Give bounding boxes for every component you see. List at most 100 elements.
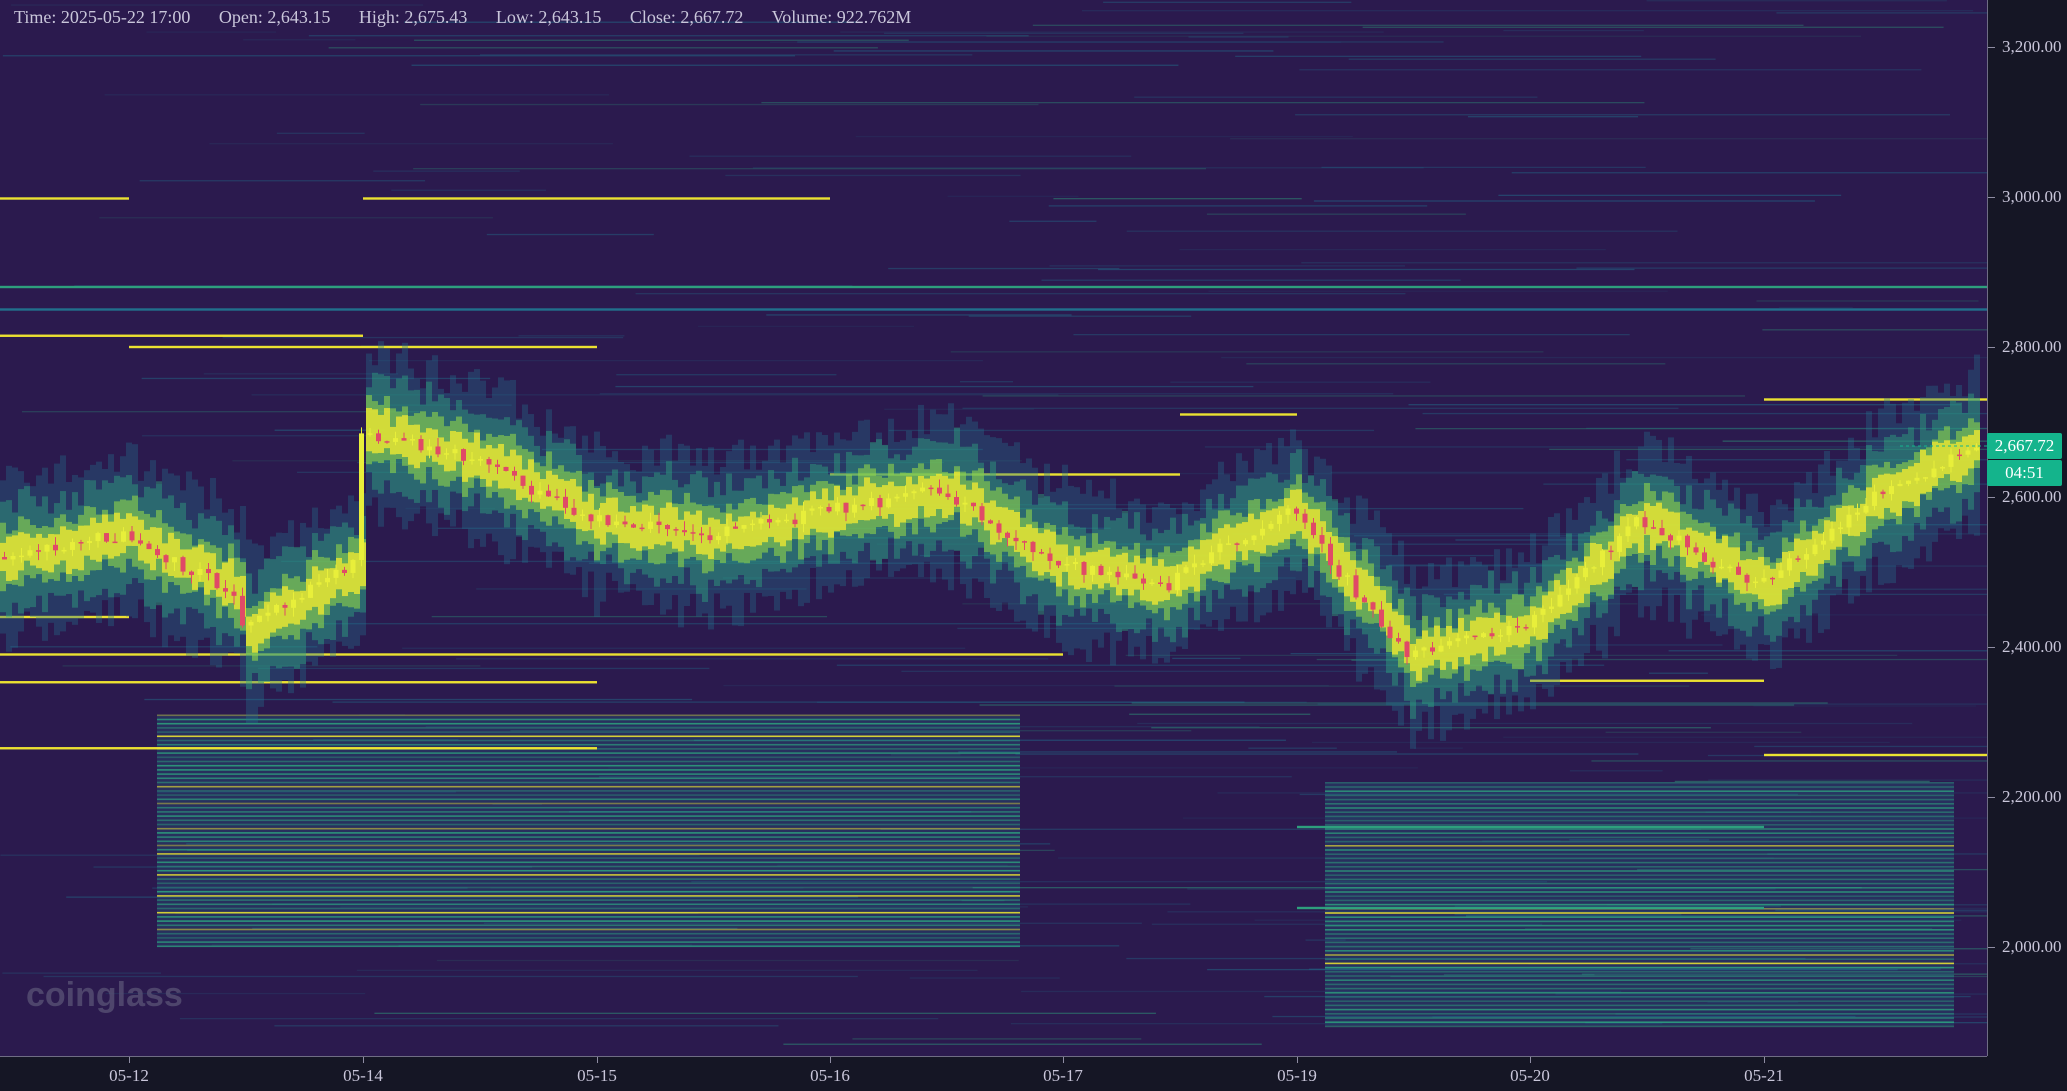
- price-tick-mark: [1988, 797, 1995, 798]
- liquidation-block-stripe: [1325, 887, 1954, 889]
- liquidity-line: [274, 429, 385, 431]
- liquidity-line: [1151, 923, 1543, 925]
- price-axis[interactable]: 2,000.00 2,200.00 2,400.00 2,600.00 2,800.00…: [1987, 0, 2067, 1056]
- candle-body: [1090, 565, 1095, 575]
- candle-body: [835, 502, 840, 512]
- candle-body: [1863, 505, 1869, 513]
- candle-body: [1107, 571, 1112, 575]
- time-axis[interactable]: 05-12 05-14 05-15 05-16 05-17 05-19 05-20 05-21: [0, 1056, 1987, 1091]
- liquidity-line: [1041, 279, 1461, 281]
- candle-body: [1030, 541, 1036, 553]
- candle-body: [1566, 588, 1571, 595]
- candle-body: [1251, 535, 1257, 541]
- heat-column: [624, 512, 630, 544]
- candle-body: [206, 568, 211, 574]
- liquidation-level: [0, 285, 1987, 289]
- liquidity-line: [483, 922, 1142, 924]
- candle-body: [2, 557, 7, 560]
- liquidity-line: [211, 944, 693, 946]
- liquidation-block-stripe: [1325, 845, 1954, 847]
- candle-body: [775, 520, 781, 523]
- liquidity-line: [1362, 26, 1944, 28]
- candle-body: [36, 550, 41, 552]
- heat-column: [702, 524, 708, 555]
- liquidity-line: [1204, 446, 1942, 448]
- heat-column: [318, 570, 324, 615]
- liquidity-line: [1230, 138, 1987, 140]
- liquidity-line: [0, 854, 700, 856]
- heat-column: [534, 472, 540, 503]
- liquidation-block-stripe: [1325, 866, 1954, 868]
- heat-column: [1452, 632, 1458, 670]
- candle-body: [1804, 554, 1809, 560]
- candle-body: [588, 514, 594, 522]
- heat-column: [24, 533, 30, 561]
- liquidity-line: [1264, 995, 1971, 998]
- liquidation-block-stripe: [157, 827, 1020, 830]
- candle-body: [1736, 566, 1741, 575]
- heat-column: [438, 437, 444, 465]
- liquidity-line: [105, 992, 366, 995]
- heat-column: [1824, 520, 1830, 561]
- liquidation-block-stripe: [1325, 954, 1954, 956]
- heat-column: [1866, 487, 1872, 517]
- liquidation-block-stripe: [157, 945, 1020, 948]
- candle-body: [121, 531, 126, 542]
- candle-body: [1166, 583, 1172, 591]
- heat-column: [1698, 532, 1704, 562]
- liquidity-line: [1208, 290, 1668, 292]
- liquidity-line: [476, 588, 807, 590]
- liquidity-line: [490, 887, 804, 889]
- heat-column: [1362, 569, 1368, 603]
- liquidation-block-stripe: [157, 722, 1020, 725]
- liquidity-line: [510, 730, 1192, 732]
- liquidity-line: [1388, 564, 1596, 566]
- heat-column: [504, 456, 510, 489]
- liquidity-line: [1700, 614, 1987, 616]
- heat-column: [132, 516, 138, 546]
- candle-body: [1923, 477, 1928, 479]
- candle-body: [1506, 626, 1512, 636]
- heat-column: [1368, 576, 1374, 612]
- heat-column: [1908, 466, 1914, 502]
- liquidation-block-stripe: [157, 836, 1020, 838]
- candle-body: [724, 526, 730, 537]
- heat-column: [1500, 622, 1506, 655]
- liquidity-line: [157, 791, 456, 793]
- candle-body: [1702, 552, 1707, 562]
- heat-column: [510, 449, 516, 490]
- candle-body: [1115, 571, 1121, 578]
- candle-body: [1591, 567, 1597, 569]
- candle-body: [1676, 535, 1682, 541]
- liquidation-block-stripe: [1325, 1013, 1954, 1015]
- candle-body: [690, 532, 696, 534]
- liquidation-block-stripe: [1325, 1017, 1954, 1019]
- liquidity-line: [1217, 792, 1987, 794]
- heat-column: [264, 601, 270, 639]
- heat-column: [1248, 513, 1254, 551]
- price-tick-mark: [1988, 347, 1995, 348]
- liquidity-line: [1379, 588, 1987, 590]
- liquidity-line: [1301, 262, 1987, 264]
- candle-body: [937, 487, 942, 494]
- candle-body: [1183, 567, 1189, 573]
- candles: [2, 427, 1979, 665]
- liquidity-line: [1272, 1015, 1856, 1018]
- candle-body: [180, 557, 186, 572]
- heat-column: [1764, 565, 1770, 607]
- liquidity-line: [374, 1012, 1156, 1014]
- heat-column: [312, 566, 318, 607]
- heat-column: [1710, 531, 1716, 573]
- heat-column: [972, 482, 978, 518]
- liquidity-line: [1167, 911, 1987, 913]
- liquidation-block-stripe: [157, 857, 1020, 859]
- heat-column: [1662, 508, 1668, 542]
- time-tick-mark: [830, 1057, 831, 1063]
- candle-body: [665, 524, 670, 530]
- liquidity-line: [698, 325, 915, 328]
- candle-body: [1421, 647, 1427, 651]
- liquidation-block-stripe: [1325, 1008, 1954, 1011]
- heatmap-plot-area[interactable]: Time: 2025-05-22 17:00 Open: 2,643.15 Hi…: [0, 0, 1987, 1056]
- heat-column: [1224, 524, 1230, 570]
- liquidity-line: [257, 667, 710, 670]
